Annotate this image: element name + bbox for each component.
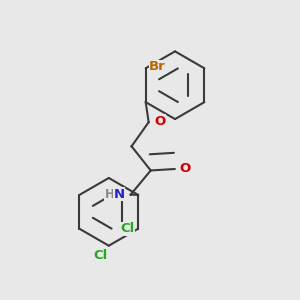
Text: Cl: Cl [120,222,135,235]
Text: O: O [179,163,190,176]
Text: N: N [114,188,125,200]
Text: Br: Br [149,60,166,73]
Text: Cl: Cl [93,249,107,262]
Text: H: H [105,188,115,200]
Text: O: O [154,115,165,128]
